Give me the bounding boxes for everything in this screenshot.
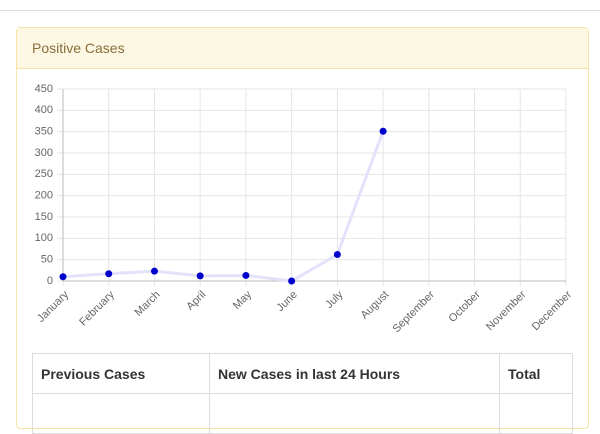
panel-title: Positive Cases (17, 28, 588, 69)
chart: 0 50 100 150 200 250 300 350 400 450 January Februa… (35, 83, 575, 335)
point (333, 251, 341, 259)
point (242, 271, 250, 279)
point (105, 270, 113, 278)
y-tick-label: 50 (41, 254, 53, 266)
x-tick-label: September (390, 288, 437, 335)
y-tick-label: 450 (35, 83, 53, 95)
x-tick-label: March (133, 289, 163, 319)
y-tick-label: 300 (35, 147, 53, 159)
y-tick-label: 0 (47, 275, 53, 287)
panel: Positive Cases (16, 27, 589, 429)
top-bar (0, 0, 600, 11)
point (59, 273, 67, 281)
y-tick-label: 100 (35, 232, 53, 244)
table-header-row: Previous Cases New Cases in last 24 Hour… (32, 353, 573, 394)
x-tick-label: December (530, 288, 575, 333)
x-tick-label: January (35, 288, 72, 325)
point (150, 267, 158, 275)
cases-table: Previous Cases New Cases in last 24 Hour… (32, 353, 573, 434)
x-tick-label: July (323, 288, 346, 311)
point (379, 127, 387, 135)
point (196, 272, 204, 280)
x-tick-label: June (274, 289, 299, 314)
y-tick-label: 150 (35, 211, 53, 223)
point (288, 277, 296, 285)
y-tick-label: 250 (35, 168, 53, 180)
table-header: Total (499, 353, 573, 394)
y-tick-label: 400 (35, 104, 53, 116)
x-tick-label: October (447, 288, 483, 324)
x-tick-label: February (77, 288, 117, 328)
x-tick-label: August (359, 289, 392, 322)
x-tick-label: April (184, 289, 208, 313)
table-header: New Cases in last 24 Hours (209, 353, 500, 394)
y-tick-label: 350 (35, 126, 53, 138)
x-tick-label: May (231, 288, 255, 312)
table-header: Previous Cases (32, 353, 210, 394)
y-tick-label: 200 (35, 190, 53, 202)
x-tick-label: November (484, 288, 529, 333)
line (62, 130, 385, 283)
